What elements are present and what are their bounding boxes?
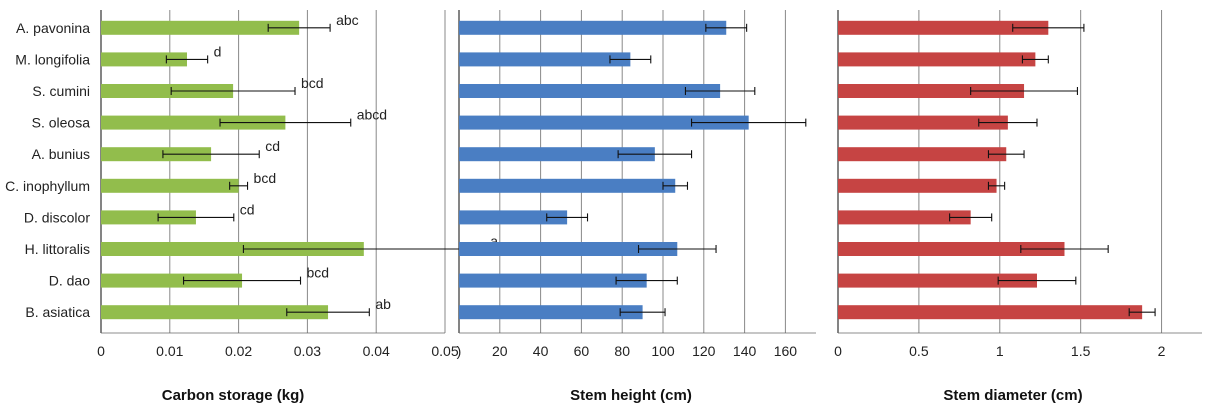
bar: [838, 305, 1143, 320]
species-label: A. pavonina: [16, 20, 90, 36]
stem-diameter-panel: 0 0.5 1 1.5 2: [834, 10, 1202, 359]
bar: [101, 210, 196, 225]
species-label: M. longifolia: [15, 51, 90, 67]
bar: [838, 242, 1065, 256]
bar: [459, 210, 568, 225]
significance-label: bcd: [254, 170, 277, 186]
bar: [838, 20, 1049, 35]
x-tick-label: 0.02: [225, 343, 252, 359]
bar: [838, 84, 1025, 98]
bar: [838, 273, 1037, 288]
x-axis-title-diameter: Stem diameter (cm): [943, 387, 1082, 404]
bar: [101, 305, 329, 320]
x-tick-label: 60: [574, 343, 590, 359]
bar: [459, 20, 727, 35]
x-tick-label: 0.05: [431, 343, 458, 359]
bar: [459, 147, 655, 162]
significance-label: a: [490, 233, 498, 249]
x-tick-label: 0: [97, 343, 105, 359]
bar: [459, 84, 721, 98]
bar: [459, 178, 676, 193]
x-tick-label: 100: [651, 343, 675, 359]
species-label: S. cumini: [32, 83, 90, 99]
x-tick-label: 80: [614, 343, 630, 359]
x-tick-label: 0.5: [909, 343, 929, 359]
species-label: A. bunius: [32, 146, 90, 162]
bar: [101, 178, 239, 193]
x-tick-label: 1: [996, 343, 1004, 359]
species-labels: A. pavonina M. longifolia S. cumini S. oleo…: [5, 20, 90, 320]
species-label: D. discolor: [24, 209, 90, 225]
significance-label: abc: [336, 12, 359, 28]
bar: [101, 273, 243, 288]
x-tick-label: 0.01: [156, 343, 183, 359]
x-tick-label: 140: [733, 343, 757, 359]
bar: [101, 52, 187, 67]
carbon-storage-panel: 0 0.01 0.02 0.03 0.04 0.05abcdbcdabcdcdbcdcda…: [97, 10, 498, 359]
stem-height-panel: ) 20 40 60 80 100 120 140 160: [457, 10, 816, 359]
species-label: S. oleosa: [32, 115, 91, 131]
bar: [459, 273, 647, 288]
species-label: D. dao: [49, 273, 90, 289]
bar: [459, 115, 749, 130]
x-tick-label: 120: [692, 343, 716, 359]
species-label: B. asiatica: [25, 304, 90, 320]
bar: [838, 147, 1007, 162]
significance-label: bcd: [301, 75, 324, 91]
species-label: H. littoralis: [25, 241, 90, 257]
bar: [101, 84, 234, 98]
x-tick-label: 1.5: [1071, 343, 1091, 359]
x-tick-label: 2: [1158, 343, 1166, 359]
bar: [838, 178, 997, 193]
significance-label: bcd: [307, 265, 330, 281]
x-tick-label: 0.03: [294, 343, 321, 359]
x-tick-label: 0.04: [363, 343, 390, 359]
significance-label: abcd: [357, 107, 387, 123]
significance-label: d: [214, 43, 222, 59]
bar: [838, 115, 1008, 130]
bar: [101, 242, 364, 256]
bar: [838, 210, 971, 225]
x-tick-label: 40: [533, 343, 549, 359]
x-tick-label: 20: [492, 343, 508, 359]
bar: [101, 20, 300, 35]
x-axis-title-carbon: Carbon storage (kg): [162, 387, 305, 404]
bar: [838, 52, 1036, 67]
bar: [459, 52, 631, 67]
species-label: C. inophyllum: [5, 178, 90, 194]
x-axis-title-height: Stem height (cm): [570, 387, 692, 404]
x-tick-label: ): [457, 343, 462, 359]
bar: [459, 305, 643, 320]
x-tick-label: 0: [834, 343, 842, 359]
bar: [459, 242, 678, 256]
significance-label: ab: [375, 296, 391, 312]
significance-label: cd: [240, 201, 255, 217]
bar: [101, 115, 286, 130]
x-tick-label: 160: [774, 343, 798, 359]
significance-label: cd: [265, 138, 280, 154]
bar: [101, 147, 212, 162]
